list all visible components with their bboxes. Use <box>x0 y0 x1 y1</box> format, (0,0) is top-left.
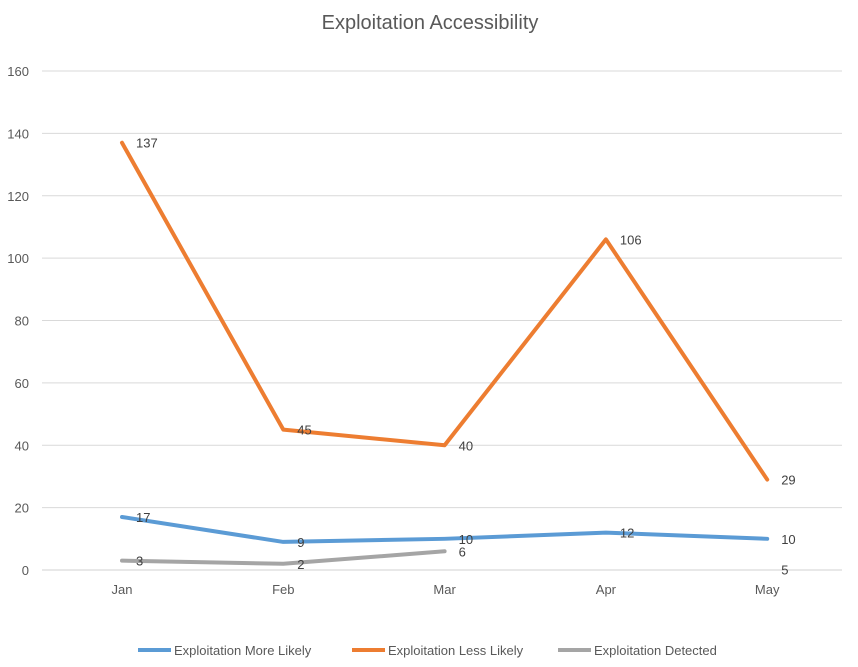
legend-label: Exploitation More Likely <box>174 643 312 658</box>
y-tick-label: 100 <box>7 251 29 266</box>
data-label: 3 <box>136 554 143 569</box>
data-label: 29 <box>781 473 795 488</box>
data-label: 40 <box>459 438 473 453</box>
data-label: 10 <box>781 532 795 547</box>
y-tick-label: 120 <box>7 189 29 204</box>
y-tick-label: 160 <box>7 64 29 79</box>
y-tick-label: 80 <box>15 314 29 329</box>
y-tick-label: 60 <box>15 376 29 391</box>
data-label: 2 <box>297 557 304 572</box>
series-line-2 <box>120 549 447 566</box>
data-label: 106 <box>620 232 642 247</box>
data-label: 12 <box>620 526 634 541</box>
y-tick-label: 140 <box>7 126 29 141</box>
data-label: 10 <box>459 532 473 547</box>
legend-label: Exploitation Less Likely <box>388 643 524 658</box>
x-tick-label: May <box>755 582 780 597</box>
data-label: 17 <box>136 510 150 525</box>
data-label: 137 <box>136 136 158 151</box>
chart-title: Exploitation Accessibility <box>322 12 539 34</box>
y-tick-label: 20 <box>15 501 29 516</box>
legend-label: Exploitation Detected <box>594 643 717 658</box>
series-line-1 <box>120 140 770 482</box>
data-label: 45 <box>297 423 311 438</box>
data-label: 5 <box>781 562 788 577</box>
x-tick-label: Jan <box>112 582 133 597</box>
x-tick-label: Apr <box>596 582 617 597</box>
data-label: 9 <box>297 535 304 550</box>
x-tick-label: Mar <box>433 582 456 597</box>
y-tick-label: 0 <box>22 563 29 578</box>
y-tick-label: 40 <box>15 438 29 453</box>
data-label: 6 <box>459 544 466 559</box>
x-tick-label: Feb <box>272 582 294 597</box>
series-line-0 <box>120 514 770 544</box>
